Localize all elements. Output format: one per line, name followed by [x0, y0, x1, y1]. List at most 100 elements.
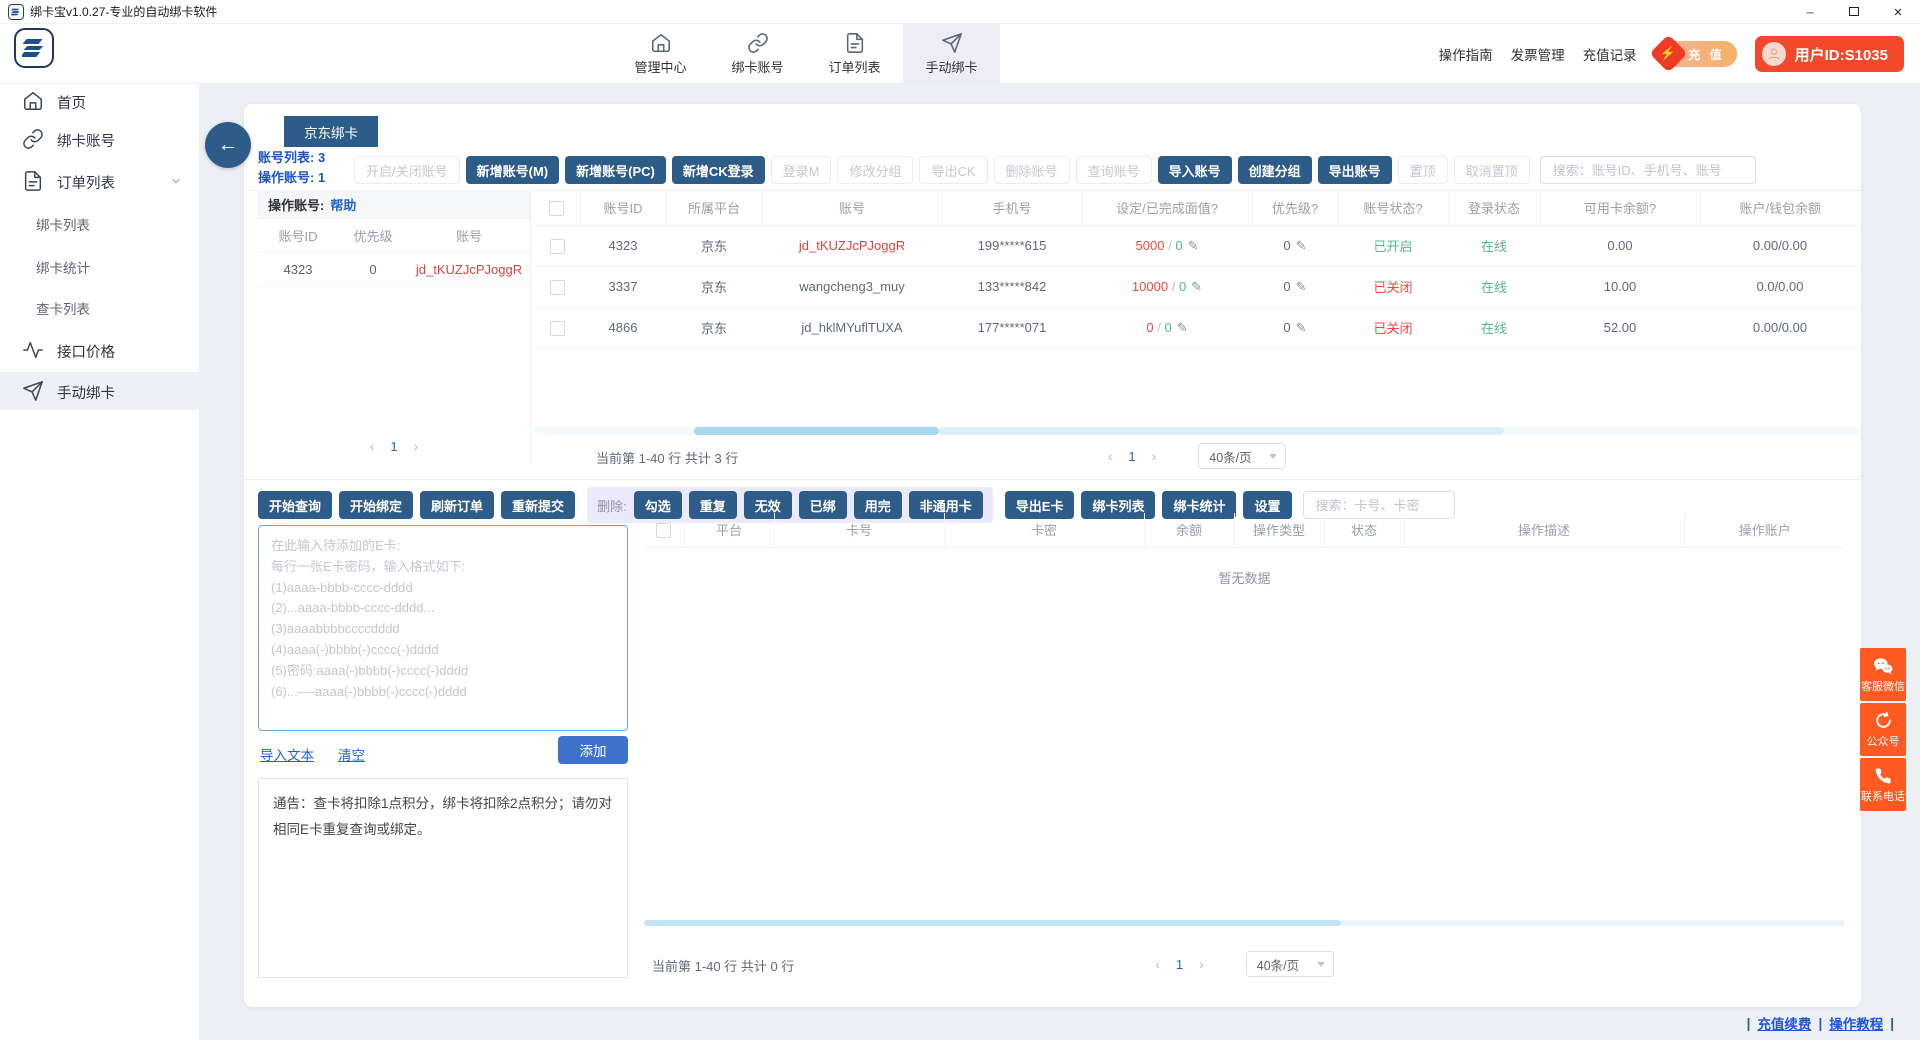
page-number[interactable]: 1	[390, 438, 398, 454]
nav-item-label: 绑卡账号	[731, 60, 784, 75]
close-button[interactable]	[1876, 0, 1920, 24]
close-icon	[1893, 4, 1902, 19]
page-number[interactable]: 1	[1175, 956, 1184, 972]
btn-add-account-m[interactable]: 新增账号(M)	[465, 156, 560, 184]
sidebar: 首页 绑卡账号 订单列表 绑卡列表 绑卡统计 查卡列表 接口价格 手动绑卡	[0, 84, 200, 1040]
recharge-button[interactable]: ⚡ 充 值	[1649, 34, 1737, 73]
next-page-button[interactable]: ›	[1199, 956, 1204, 972]
btn-import-account[interactable]: 导入账号	[1157, 156, 1232, 184]
nav-item-bind-accounts[interactable]: 绑卡账号	[709, 24, 806, 84]
chevron-down-icon	[169, 174, 183, 188]
op-priority: 0	[369, 262, 377, 277]
table-row[interactable]: 3337 京东 wangcheng3_muy 133*****842 10000…	[534, 266, 1860, 308]
import-text-link[interactable]: 导入文本	[260, 748, 314, 763]
maximize-button[interactable]	[1832, 0, 1876, 24]
tab-jd-bind[interactable]: 京东绑卡	[284, 116, 378, 147]
next-page-button[interactable]: ›	[1151, 448, 1157, 464]
main-area: ← 京东绑卡 账号列表: 3 操作账号: 1 开启/关闭账号 新增账号(M) 新…	[200, 84, 1920, 1040]
ecard-textarea[interactable]	[258, 525, 628, 731]
scrollbar-thumb[interactable]	[694, 427, 939, 435]
prev-page-button[interactable]: ‹	[369, 438, 375, 454]
accounts-table-header: 账号ID 所属平台 账号 手机号 设定/已完成面值? 优先级? 账号状态? 登录…	[534, 191, 1860, 226]
btn-add-ck-login[interactable]: 新增CK登录	[671, 156, 765, 184]
edit-icon[interactable]	[1296, 238, 1307, 253]
header-link-invoice-management[interactable]: 发票管理	[1510, 48, 1565, 63]
lightning-icon: ⚡	[1649, 34, 1688, 73]
row-checkbox[interactable]	[549, 238, 565, 254]
status-badge: 已关闭	[1338, 266, 1448, 308]
nav-item-manual-bind[interactable]: 手动绑卡	[903, 24, 1000, 84]
account-search-input[interactable]	[1539, 156, 1756, 184]
sidebar-subitem-card-query-list[interactable]: 查卡列表	[36, 302, 90, 317]
btn-toggle-account[interactable]: 开启/关闭账号	[354, 156, 460, 184]
sidebar-item-api-price[interactable]: 接口价格	[0, 333, 199, 367]
user-id-button[interactable]: 用户ID:S1035	[1754, 36, 1904, 72]
edit-icon[interactable]	[1188, 238, 1199, 253]
footer-link-recharge-renew[interactable]: 充值续费	[1757, 1017, 1812, 1032]
btn-start-bind[interactable]: 开始绑定	[339, 491, 414, 519]
select-all-checkbox[interactable]	[656, 522, 672, 538]
contact-phone-button[interactable]: 联系电话	[1860, 758, 1906, 811]
btn-cancel-pin[interactable]: 取消置顶	[1453, 156, 1530, 184]
btn-login-m[interactable]: 登录M	[770, 156, 832, 184]
btn-create-group[interactable]: 创建分组	[1237, 156, 1312, 184]
page-number[interactable]: 1	[1128, 448, 1136, 464]
table-row[interactable]: 4866 京东 jd_hklMYuflTUXA 177*****071 0 / …	[534, 307, 1860, 349]
btn-start-query[interactable]: 开始查询	[258, 491, 333, 519]
btn-refresh-orders[interactable]: 刷新订单	[420, 491, 495, 519]
header-link-recharge-records[interactable]: 充值记录	[1582, 48, 1637, 63]
prev-page-button[interactable]: ‹	[1107, 448, 1113, 464]
header-link-operation-guide[interactable]: 操作指南	[1438, 48, 1493, 63]
btn-add-account-pc[interactable]: 新增账号(PC)	[565, 156, 666, 184]
footer-link-tutorial[interactable]: 操作教程	[1829, 1017, 1884, 1032]
user-avatar-icon	[1761, 42, 1786, 66]
btn-modify-group[interactable]: 修改分组	[837, 156, 914, 184]
edit-icon[interactable]	[1177, 320, 1188, 335]
login-status: 在线	[1448, 225, 1540, 267]
next-page-button[interactable]: ›	[413, 438, 419, 454]
edit-icon[interactable]	[1191, 279, 1202, 294]
row-checkbox[interactable]	[549, 279, 565, 295]
scrollbar-thumb[interactable]	[644, 920, 1341, 926]
account-stats: 账号列表: 3 操作账号: 1	[258, 148, 325, 188]
link-icon	[22, 128, 44, 150]
btn-resubmit[interactable]: 重新提交	[501, 491, 576, 519]
select-all-checkbox[interactable]	[549, 200, 565, 216]
table-row[interactable]: 4323 京东 jd_tKUZJcPJoggR 199*****615 5000…	[534, 225, 1860, 267]
btn-export-account[interactable]: 导出账号	[1317, 156, 1392, 184]
ecard-links: 导入文本 清空	[260, 744, 365, 764]
sidebar-item-home[interactable]: 首页	[0, 84, 199, 118]
sidebar-subitem-bind-list[interactable]: 绑卡列表	[36, 218, 90, 233]
back-button[interactable]: ←	[205, 122, 251, 168]
title-bar: 绑卡宝v1.0.27-专业的自动绑卡软件	[0, 0, 1920, 24]
send-icon	[941, 32, 963, 54]
scrollbar-thumb[interactable]	[939, 427, 1504, 435]
add-button[interactable]: 添加	[558, 736, 628, 764]
nav-item-admin-center[interactable]: 管理中心	[612, 24, 709, 84]
separator: |	[1890, 1015, 1894, 1031]
edit-icon[interactable]	[1296, 320, 1307, 335]
btn-pin-top[interactable]: 置顶	[1397, 156, 1448, 184]
page-size-select[interactable]: 40条/页	[1198, 443, 1287, 469]
clear-link[interactable]: 清空	[338, 748, 365, 763]
edit-icon[interactable]	[1296, 279, 1307, 294]
wechat-support-button[interactable]: 客服微信	[1860, 648, 1906, 701]
minimize-button[interactable]	[1788, 0, 1832, 24]
prev-page-button[interactable]: ‹	[1155, 956, 1160, 972]
sidebar-subitem-bind-stats[interactable]: 绑卡统计	[36, 261, 90, 276]
floating-contact-stack: 客服微信 公众号 联系电话	[1860, 648, 1906, 811]
official-account-button[interactable]: 公众号	[1860, 703, 1906, 756]
btn-export-ck[interactable]: 导出CK	[919, 156, 988, 184]
sidebar-item-bind-accounts[interactable]: 绑卡账号	[0, 122, 199, 156]
nav-item-order-list[interactable]: 订单列表	[806, 24, 903, 84]
operate-panel-row[interactable]: 4323 0 jd_tKUZJcPJoggR	[258, 253, 530, 287]
btn-query-account[interactable]: 查询账号	[1075, 156, 1152, 184]
page-size-select[interactable]: 40条/页	[1245, 951, 1334, 977]
horizontal-scrollbar	[534, 427, 1860, 435]
account-name: jd_tKUZJcPJoggR	[762, 225, 942, 267]
btn-delete-account[interactable]: 删除账号	[993, 156, 1070, 184]
help-link[interactable]: 帮助	[330, 198, 357, 213]
sidebar-item-order-list[interactable]: 订单列表	[0, 164, 199, 198]
row-checkbox[interactable]	[549, 320, 565, 336]
sidebar-item-manual-bind[interactable]: 手动绑卡	[0, 372, 199, 410]
